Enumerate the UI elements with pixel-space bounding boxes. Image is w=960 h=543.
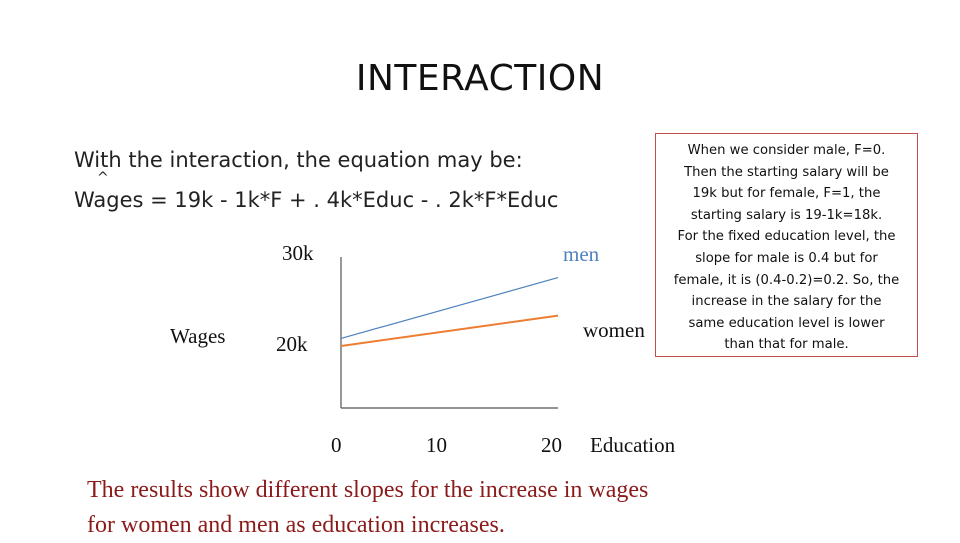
x-tick-label-0: 0 [331,433,342,457]
note-line: same education level is lower [688,315,885,331]
hat-symbol: ^ [97,170,109,186]
note-line: slope for male is 0.4 but for [695,250,878,266]
conclusion-text: The results show different slopes for th… [87,473,787,543]
note-line: When we consider male, F=0. [687,143,886,158]
x-axis-label: Education [590,433,676,457]
slide-title: INTERACTION [355,58,605,99]
note-line: starting salary is 19-1k=18k. [690,207,883,223]
series-line-men [340,277,559,339]
x-tick-label-10: 10 [426,433,447,457]
note-line: 19k but for female, F=1, the [692,186,881,202]
x-tick-label-20: 20 [541,433,562,457]
note-line: increase in the salary for the [691,294,882,310]
series-line-women [340,314,559,347]
note-line: For the fixed education level, the [677,229,896,245]
equation-intro: With the interaction, the equation may b… [74,148,523,172]
series-label-women: women [583,318,645,342]
conclusion-line: The results show different slopes for th… [87,477,649,503]
note-line: female, it is (0.4-0.2)=0.2. So, the [673,272,900,288]
series-label-men: men [563,242,600,266]
regression-equation: Wages = 19k - 1k*F + . 4k*Educ - . 2k*F*… [74,188,559,212]
note-line: Then the starting salary will be [684,164,889,180]
y-axis-label: Wages [170,324,226,348]
y-tick-label-30k: 30k [282,241,314,265]
note-line: than that for male. [724,337,849,353]
explanation-note: When we consider male, F=0. Then the sta… [655,133,918,357]
conclusion-line: for women and men as education increases… [87,512,505,538]
y-tick-label-20k: 20k [276,332,308,356]
